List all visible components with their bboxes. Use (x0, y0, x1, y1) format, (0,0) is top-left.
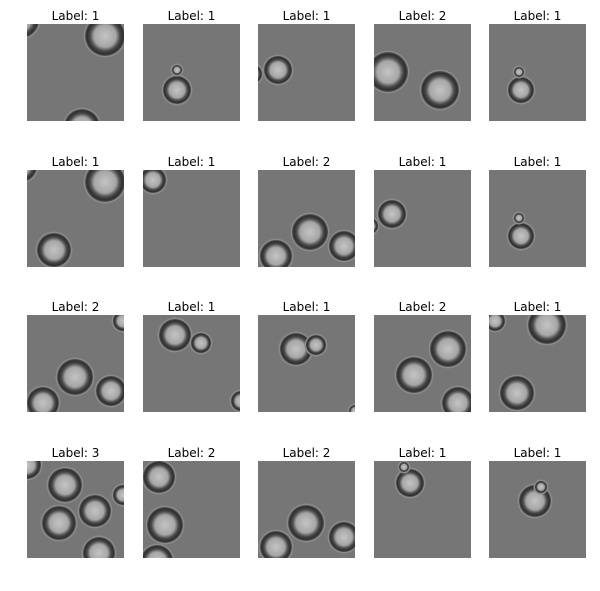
cell-blob (85, 170, 124, 202)
cell-blob (421, 71, 459, 109)
cell-blob (231, 391, 240, 411)
tile-label: Label: 1 (513, 446, 562, 460)
cell-blob (172, 65, 182, 75)
cell-blob (280, 333, 312, 365)
cell-image (374, 170, 471, 267)
tile-label: Label: 1 (513, 300, 562, 314)
cell-blob (500, 376, 534, 410)
cell-blob (374, 219, 378, 233)
cell-blob (329, 522, 355, 552)
cell-blob (143, 545, 173, 558)
cell-blob (349, 405, 355, 412)
cell-blob (113, 485, 124, 505)
cell-image (258, 170, 355, 267)
cell-image (489, 315, 586, 412)
cell-blob (288, 505, 324, 541)
cell-blob (508, 77, 534, 103)
cell-image (143, 24, 240, 121)
cell-blob (528, 315, 566, 344)
cell-blob (37, 233, 71, 267)
cell-image (258, 315, 355, 412)
cell-blob (535, 481, 547, 493)
cell-image (27, 461, 124, 558)
tile-label: Label: 1 (513, 9, 562, 23)
tile-label: Label: 1 (51, 155, 100, 169)
cell-image (489, 170, 586, 267)
cell-blob (306, 335, 326, 355)
tile-label: Label: 2 (282, 155, 331, 169)
cell-blob (96, 376, 124, 406)
tile-label: Label: 1 (282, 9, 331, 23)
cell-blob (396, 357, 432, 393)
cell-blob (430, 331, 466, 367)
cell-blob (143, 461, 175, 493)
cell-image (27, 170, 124, 267)
cell-blob (258, 66, 262, 82)
cell-blob (374, 52, 408, 92)
tile-label: Label: 1 (167, 9, 216, 23)
cell-image (374, 24, 471, 121)
cell-image (258, 461, 355, 558)
tile-label: Label: 2 (282, 446, 331, 460)
cell-image (374, 461, 471, 558)
tile-label: Label: 2 (51, 300, 100, 314)
cell-blob (159, 319, 191, 351)
cell-blob (163, 76, 191, 104)
tile-label: Label: 1 (282, 300, 331, 314)
cell-blob (42, 506, 76, 540)
cell-blob (489, 315, 505, 331)
tile-label: Label: 1 (167, 300, 216, 314)
cell-image (374, 315, 471, 412)
cell-blob (27, 24, 39, 37)
tile-label: Label: 1 (513, 155, 562, 169)
cell-blob (292, 214, 328, 250)
cell-blob (378, 200, 406, 228)
tile-label: Label: 3 (51, 446, 100, 460)
cell-blob (514, 67, 524, 77)
cell-blob (48, 468, 82, 502)
cell-blob (396, 469, 424, 497)
tile-label: Label: 2 (398, 300, 447, 314)
tile-label: Label: 1 (398, 446, 447, 460)
tile-label: Label: 1 (167, 155, 216, 169)
cell-blob (79, 495, 111, 527)
tile-label: Label: 1 (398, 155, 447, 169)
cell-image (27, 315, 124, 412)
cell-blob (399, 462, 409, 472)
cell-blob (27, 387, 59, 412)
tile-label: Label: 2 (167, 446, 216, 460)
cell-blob (85, 24, 124, 56)
cell-image (143, 461, 240, 558)
cell-blob (27, 170, 37, 181)
tile-label: Label: 1 (51, 9, 100, 23)
cell-image (143, 315, 240, 412)
cell-blob (264, 56, 292, 84)
cell-blob (83, 537, 115, 558)
cell-blob (143, 170, 166, 193)
cell-blob (508, 223, 534, 249)
cell-blob (113, 315, 124, 331)
cell-blob (329, 231, 355, 261)
cell-blob (27, 461, 41, 479)
cell-image (489, 461, 586, 558)
cell-blob (147, 507, 183, 543)
cell-blob (260, 531, 292, 558)
cell-blob (65, 109, 99, 121)
cell-image (27, 24, 124, 121)
cell-image (143, 170, 240, 267)
tile-label: Label: 2 (398, 9, 447, 23)
cell-image (489, 24, 586, 121)
cell-blob (514, 213, 524, 223)
cell-blob (260, 240, 292, 267)
cell-blob (442, 387, 471, 412)
cell-blob (57, 359, 93, 395)
cell-image (258, 24, 355, 121)
cell-blob (191, 333, 211, 353)
